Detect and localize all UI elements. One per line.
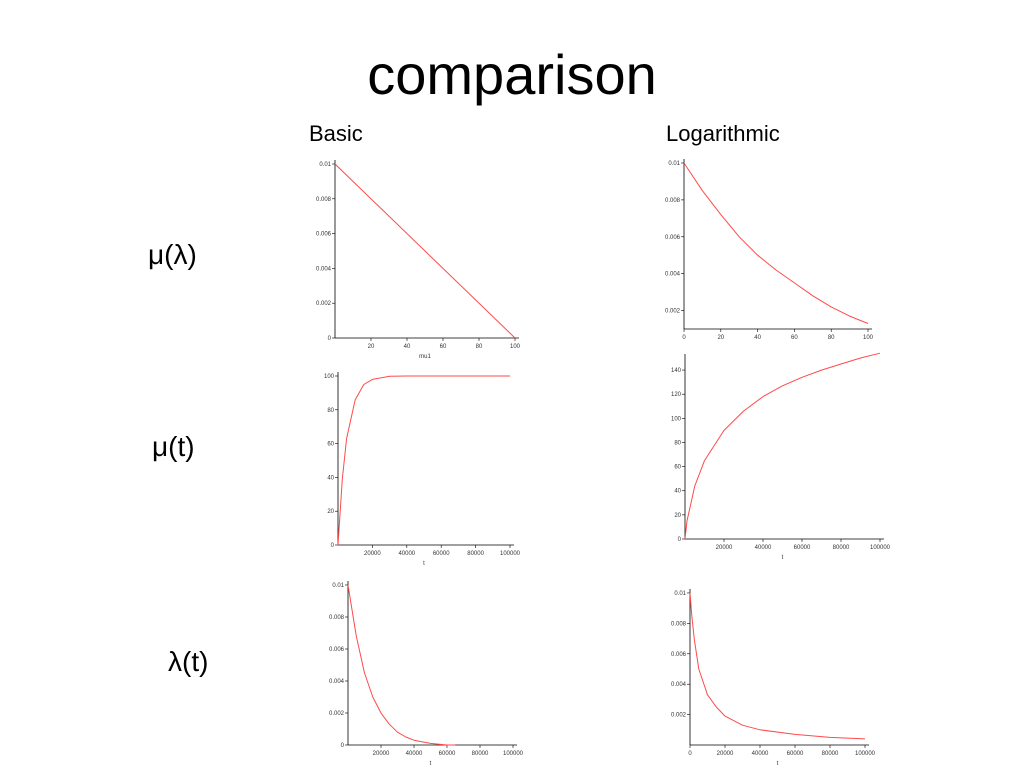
chart-basic-lambda-t: 20000 40000 60000 80000 100000 0 0.002 0.004 0.0… xyxy=(329,581,524,767)
x-axis-label: t xyxy=(423,561,425,567)
y-tick-label: 0.002 xyxy=(316,301,332,307)
x-tick-label: 80000 xyxy=(472,751,489,757)
x-tick-label: 20 xyxy=(368,344,375,350)
y-tick-label: 0.01 xyxy=(319,162,331,168)
y-tick-label: 0.008 xyxy=(671,621,687,627)
y-tick-label: 0.01 xyxy=(332,583,344,589)
y-tick-label: 20 xyxy=(327,509,334,515)
y-tick-label: 0.004 xyxy=(316,266,332,272)
y-tick-label: 0.004 xyxy=(329,679,345,685)
x-tick-label: 40000 xyxy=(755,545,772,551)
x-axis-label: t xyxy=(430,761,432,767)
chart-basic-mu-lambda: 20 40 60 80 100 0 0.002 0.004 0.006 0.008 0.01 mu1 xyxy=(316,160,521,360)
x-tick-label: 20000 xyxy=(364,551,381,557)
x-tick-label: 100000 xyxy=(870,545,891,551)
x-tick-label: 60000 xyxy=(439,751,456,757)
chart-log-mu-lambda: 0 20 40 60 80 100 0.002 0.004 0.006 0.008 0.01 xyxy=(665,159,874,341)
series-line xyxy=(337,375,510,546)
row-label-lambda-t: λ(t) xyxy=(168,646,209,677)
x-tick-label: 100000 xyxy=(503,751,524,757)
series-line xyxy=(683,162,869,324)
y-tick-label: 100 xyxy=(324,374,335,380)
row-label-mu-t: μ(t) xyxy=(152,431,195,462)
x-tick-label: 0 xyxy=(688,751,692,757)
x-tick-label: 100 xyxy=(510,344,521,350)
y-tick-label: 0.004 xyxy=(665,272,681,278)
x-tick-label: 100 xyxy=(863,335,874,341)
series-line xyxy=(689,592,866,740)
x-tick-label: 80000 xyxy=(833,545,850,551)
y-tick-label: 0.01 xyxy=(668,161,680,167)
y-tick-label: 80 xyxy=(674,440,681,446)
x-tick-label: 100000 xyxy=(500,551,521,557)
y-tick-label: 0 xyxy=(678,537,682,543)
x-tick-label: 20000 xyxy=(716,545,733,551)
y-tick-label: 0 xyxy=(331,543,335,549)
x-tick-label: 60 xyxy=(440,344,447,350)
x-tick-label: 80 xyxy=(476,344,483,350)
y-tick-label: 0 xyxy=(328,336,332,342)
y-tick-label: 60 xyxy=(674,465,681,471)
y-tick-label: 0.002 xyxy=(665,309,681,315)
x-axis-label: t xyxy=(782,555,784,561)
x-tick-label: 80000 xyxy=(822,751,839,757)
x-tick-label: 80000 xyxy=(467,551,484,557)
chart-basic-mu-t: 20000 40000 60000 80000 100000 0 20 40 60 80 100 t xyxy=(324,372,521,567)
series-line xyxy=(334,163,516,339)
column-header-basic: Basic xyxy=(309,121,363,146)
column-header-logarithmic: Logarithmic xyxy=(666,121,780,146)
y-tick-label: 0.008 xyxy=(316,197,332,203)
series-line xyxy=(347,584,456,746)
x-tick-label: 20000 xyxy=(373,751,390,757)
y-tick-label: 0 xyxy=(341,743,345,749)
x-tick-label: 40 xyxy=(754,335,761,341)
y-tick-label: 0.006 xyxy=(665,235,681,241)
y-tick-label: 140 xyxy=(671,368,682,374)
y-tick-label: 60 xyxy=(327,442,334,448)
x-tick-label: 20 xyxy=(717,335,724,341)
y-tick-label: 0.008 xyxy=(329,615,345,621)
chart-log-lambda-t: 0 20000 40000 60000 80000 100000 0.002 0.004 0.0… xyxy=(671,589,876,767)
x-tick-label: 60000 xyxy=(794,545,811,551)
x-tick-label: 80 xyxy=(828,335,835,341)
x-tick-label: 40000 xyxy=(398,551,415,557)
y-tick-label: 20 xyxy=(674,513,681,519)
y-tick-label: 80 xyxy=(327,408,334,414)
y-tick-label: 0.006 xyxy=(316,232,332,238)
x-tick-label: 60000 xyxy=(787,751,804,757)
x-tick-label: 20000 xyxy=(717,751,734,757)
x-tick-label: 40000 xyxy=(406,751,423,757)
x-tick-label: 0 xyxy=(682,335,686,341)
y-tick-label: 40 xyxy=(674,489,681,495)
y-tick-label: 100 xyxy=(671,416,682,422)
x-tick-label: 100000 xyxy=(855,751,876,757)
y-tick-label: 0.006 xyxy=(671,652,687,658)
x-axis-label: t xyxy=(777,761,779,767)
y-tick-label: 120 xyxy=(671,392,682,398)
x-tick-label: 40000 xyxy=(752,751,769,757)
y-tick-label: 0.002 xyxy=(329,711,345,717)
slide-title: comparison xyxy=(367,43,657,106)
x-axis-label: mu1 xyxy=(419,354,431,360)
y-tick-label: 40 xyxy=(327,475,334,481)
x-tick-label: 60000 xyxy=(433,551,450,557)
row-label-mu-lambda: μ(λ) xyxy=(148,239,197,270)
y-tick-label: 0.008 xyxy=(665,198,681,204)
chart-log-mu-t: 20000 40000 60000 80000 100000 0 20 40 60 80 100 12… xyxy=(671,352,891,561)
y-tick-label: 0.01 xyxy=(674,591,686,597)
y-tick-label: 0.004 xyxy=(671,682,687,688)
y-tick-label: 0.002 xyxy=(671,713,687,719)
y-tick-label: 0.006 xyxy=(329,647,345,653)
x-tick-label: 60 xyxy=(791,335,798,341)
series-line xyxy=(684,352,881,540)
x-tick-label: 40 xyxy=(404,344,411,350)
